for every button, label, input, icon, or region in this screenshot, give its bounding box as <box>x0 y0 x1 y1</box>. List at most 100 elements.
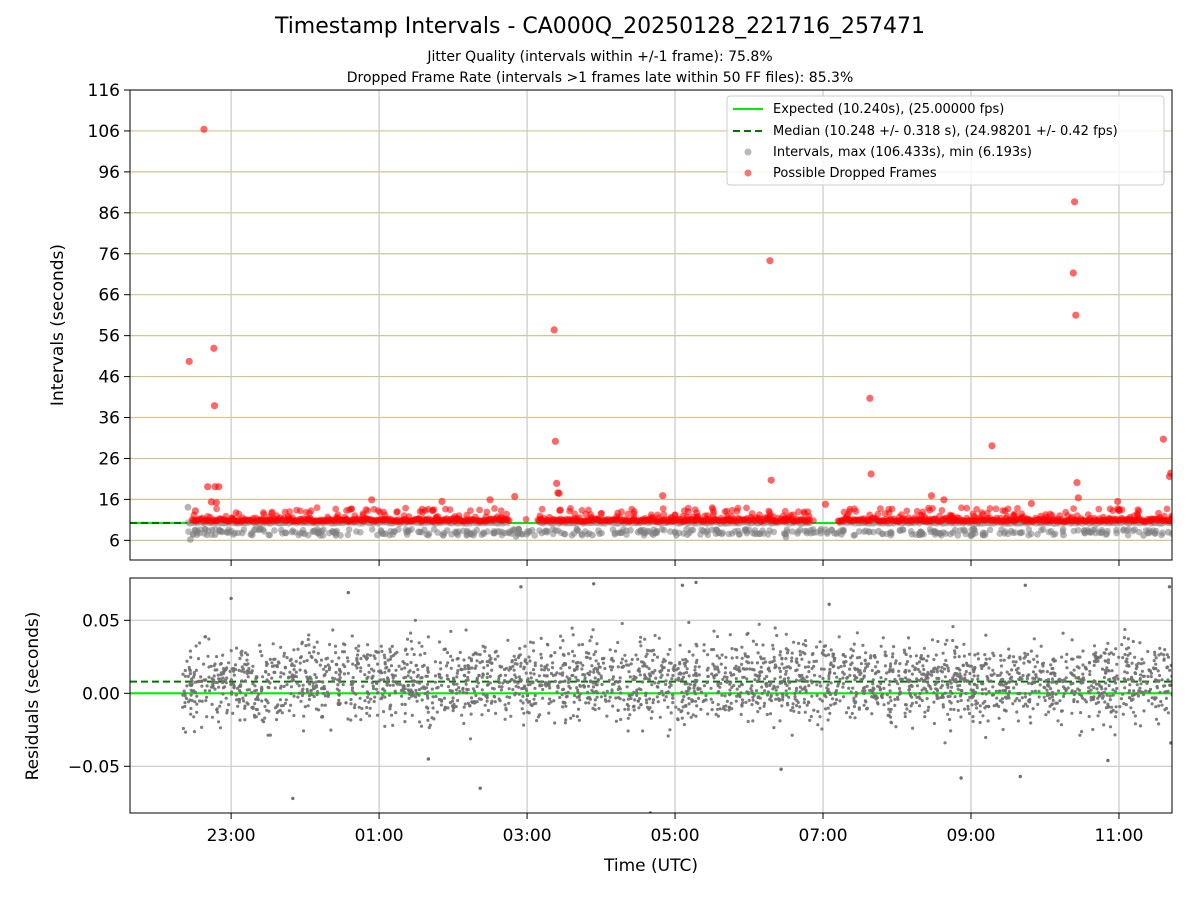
residual-point <box>252 713 256 717</box>
residual-point <box>1123 652 1127 657</box>
residual-point <box>777 666 782 670</box>
residual-point <box>789 659 794 663</box>
residual-point <box>978 720 982 725</box>
residual-point <box>805 703 809 707</box>
residual-point <box>290 662 294 666</box>
residual-point <box>247 688 251 692</box>
residual-point <box>183 674 187 678</box>
dropped-frame-point <box>1056 512 1064 520</box>
residual-point <box>497 681 502 685</box>
residual-point <box>325 669 329 674</box>
residual-point <box>383 695 387 699</box>
residual-point <box>413 679 417 684</box>
residual-point <box>1088 660 1092 665</box>
interval-point <box>560 530 568 538</box>
residual-point <box>297 691 301 695</box>
residual-point <box>943 675 948 679</box>
residual-point <box>721 677 725 682</box>
residual-point <box>684 704 688 708</box>
residual-point <box>662 698 667 702</box>
residual-point <box>1000 681 1004 686</box>
residual-point <box>821 649 825 653</box>
dropped-frame-point <box>1068 513 1076 521</box>
residual-point <box>270 664 274 669</box>
residual-point <box>826 706 830 710</box>
dropped-frame-point <box>1134 512 1141 519</box>
residual-point <box>516 681 520 685</box>
residual-point <box>593 708 597 712</box>
interval-point <box>759 527 766 534</box>
dropped-frame-point <box>567 505 574 512</box>
residual-point <box>438 661 442 665</box>
dropped-frame-point <box>724 515 732 522</box>
residual-point <box>1119 697 1123 701</box>
residual-point <box>958 668 962 672</box>
dropped-frame-point <box>986 505 994 512</box>
interval-point <box>862 527 870 535</box>
residual-point <box>423 691 427 696</box>
residuals-grid <box>130 578 1172 813</box>
residual-point <box>1030 690 1034 694</box>
residual-point <box>917 660 922 664</box>
interval-point <box>716 529 723 536</box>
dropped-frame-point <box>1168 515 1172 523</box>
residual-point <box>337 702 341 707</box>
residual-point <box>514 675 518 680</box>
residual-point <box>922 667 926 672</box>
intervals-y-tick-label: 26 <box>98 449 120 469</box>
residual-point <box>396 682 400 686</box>
residual-point <box>608 695 612 699</box>
residual-point <box>644 691 648 695</box>
residual-point <box>599 695 604 699</box>
residual-point <box>939 669 943 673</box>
residual-point <box>1158 690 1162 694</box>
residual-point <box>526 683 530 687</box>
intervals-y-tick-label: 86 <box>98 204 120 224</box>
residual-point <box>1033 681 1037 685</box>
residual-point <box>806 700 811 704</box>
residual-point <box>922 646 927 651</box>
residual-point <box>751 691 755 695</box>
residual-point <box>1023 692 1027 696</box>
residual-point <box>932 691 936 695</box>
residual-point <box>644 693 648 698</box>
residual-point <box>962 679 966 683</box>
residual-point <box>1162 684 1166 688</box>
residual-point <box>610 688 614 692</box>
residual-point <box>243 679 247 683</box>
residual-point <box>897 686 902 691</box>
residual-point <box>317 679 321 684</box>
residual-point <box>183 701 187 705</box>
residual-point <box>809 679 813 683</box>
residual-point <box>467 670 471 674</box>
residual-point <box>532 697 536 701</box>
residual-point <box>365 711 369 716</box>
residual-point <box>369 697 373 701</box>
residual-point <box>1124 703 1128 707</box>
residual-point <box>1092 679 1096 683</box>
residual-point <box>1088 672 1092 677</box>
residual-point <box>368 653 373 657</box>
residual-point <box>964 691 968 696</box>
residual-point <box>1037 695 1041 699</box>
residual-point <box>306 637 310 642</box>
residual-point <box>870 695 874 699</box>
residual-point <box>632 690 636 695</box>
residual-point <box>882 686 886 691</box>
residual-point <box>953 651 957 656</box>
residual-point <box>548 686 552 690</box>
residual-point <box>1120 643 1124 647</box>
residual-point <box>782 666 786 670</box>
residual-point <box>804 644 808 648</box>
residual-point <box>265 663 269 668</box>
residual-point <box>552 699 556 703</box>
residual-point <box>596 678 600 682</box>
residual-point <box>998 689 1002 693</box>
residual-point <box>826 718 830 722</box>
residual-point <box>316 651 320 655</box>
residual-point <box>1023 695 1028 699</box>
residual-point <box>227 703 231 707</box>
residual-point <box>740 698 745 702</box>
residual-point <box>932 700 936 704</box>
dropped-frame-point <box>370 505 378 513</box>
